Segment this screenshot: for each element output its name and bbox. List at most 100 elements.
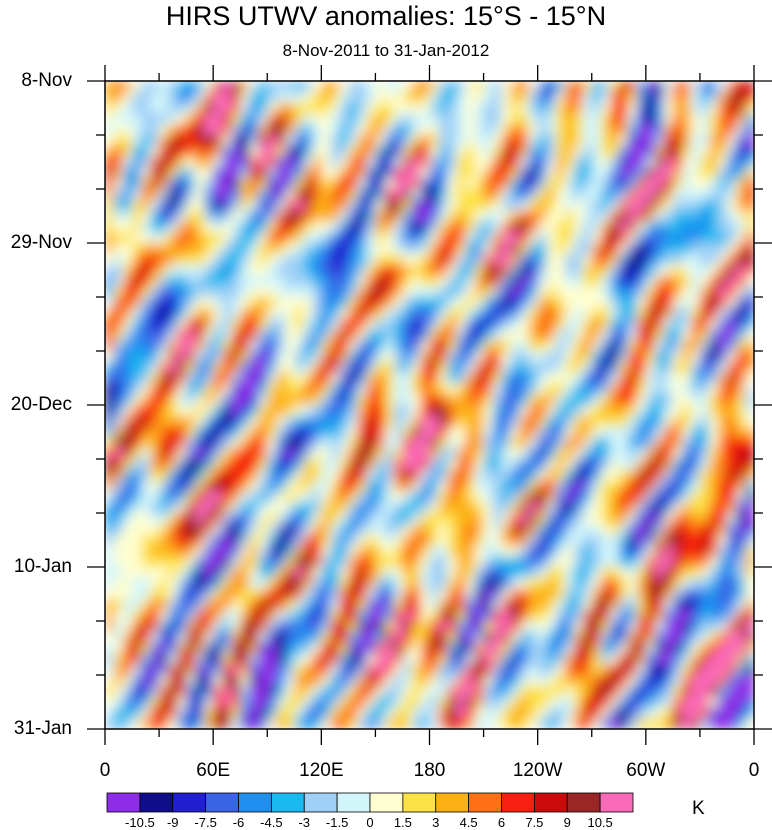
field-cell	[222, 275, 232, 287]
field-cell	[366, 307, 377, 320]
field-cell	[627, 577, 638, 590]
field-cell	[564, 718, 575, 729]
field-cell	[267, 610, 277, 622]
field-cell	[438, 469, 449, 482]
field-cell	[411, 167, 422, 179]
field-cell	[402, 621, 413, 633]
field-cell	[204, 394, 214, 406]
field-cell	[663, 405, 674, 417]
field-cell	[681, 653, 692, 665]
field-cell	[447, 91, 458, 104]
field-cell	[609, 513, 620, 525]
field-cell	[168, 405, 178, 417]
field-cell	[393, 664, 404, 676]
field-cell	[537, 707, 548, 719]
field-cell	[222, 297, 232, 309]
field-cell	[618, 232, 629, 244]
field-cell	[474, 588, 485, 600]
field-cell	[456, 491, 467, 503]
field-cell	[384, 718, 395, 729]
field-cell	[204, 588, 214, 600]
field-cell	[204, 102, 214, 114]
field-cell	[366, 426, 377, 438]
field-cell	[564, 545, 575, 557]
field-cell	[744, 448, 754, 460]
field-cell	[150, 135, 160, 147]
field-cell	[159, 361, 169, 374]
x-tick-label: 120W	[512, 760, 563, 781]
field-cell	[393, 210, 404, 222]
field-cell	[294, 199, 304, 212]
field-cell	[159, 567, 169, 579]
field-cell	[474, 707, 485, 719]
field-cell	[267, 307, 277, 320]
field-cell	[645, 178, 656, 190]
field-cell	[393, 383, 404, 395]
field-cell	[168, 588, 178, 600]
field-cell	[735, 631, 746, 644]
field-cell	[384, 459, 395, 471]
field-cell	[195, 145, 205, 158]
field-cell	[447, 372, 458, 384]
field-cell	[393, 610, 404, 622]
field-cell	[159, 556, 169, 568]
field-cell	[474, 210, 485, 222]
field-cell	[375, 361, 386, 374]
field-cell	[735, 243, 746, 255]
field-cell	[276, 145, 286, 158]
field-cell	[312, 91, 322, 104]
field-cell	[105, 297, 115, 309]
field-cell	[636, 372, 647, 384]
field-cell	[402, 394, 413, 406]
field-cell	[213, 297, 223, 309]
field-cell	[150, 459, 160, 471]
field-cell	[330, 286, 340, 298]
field-cell	[726, 513, 737, 525]
field-cell	[492, 685, 503, 698]
field-cell	[573, 653, 584, 665]
field-cell	[438, 156, 449, 168]
field-cell	[717, 426, 728, 438]
field-cell	[357, 599, 367, 611]
field-cell	[456, 459, 467, 471]
field-cell	[726, 329, 737, 341]
field-cell	[645, 415, 656, 428]
field-cell	[510, 696, 521, 708]
field-cell	[447, 81, 458, 93]
field-cell	[339, 81, 349, 93]
field-cell	[312, 696, 322, 708]
field-cell	[690, 318, 701, 330]
field-cell	[555, 286, 566, 298]
field-cell	[429, 372, 440, 384]
field-cell	[438, 415, 449, 428]
field-cell	[555, 405, 566, 417]
field-cell	[204, 189, 214, 201]
field-cell	[726, 102, 737, 114]
field-cell	[159, 599, 169, 611]
field-cell	[690, 415, 701, 428]
field-cell	[618, 577, 629, 590]
field-cell	[402, 275, 413, 287]
field-cell	[708, 178, 719, 190]
field-cell	[375, 275, 386, 287]
field-cell	[663, 329, 674, 341]
field-cell	[447, 124, 458, 136]
field-cell	[528, 448, 539, 460]
field-cell	[654, 189, 665, 201]
field-cell	[159, 405, 169, 417]
field-cell	[231, 124, 241, 136]
field-cell	[654, 707, 665, 719]
field-cell	[465, 145, 476, 158]
field-cell	[600, 383, 611, 395]
field-cell	[402, 523, 413, 536]
field-cell	[168, 264, 178, 276]
field-cell	[168, 135, 178, 147]
field-cell	[330, 361, 340, 374]
field-cell	[258, 307, 268, 320]
field-cell	[744, 426, 754, 438]
field-cell	[591, 297, 602, 309]
field-cell	[573, 621, 584, 633]
field-cell	[690, 685, 701, 698]
field-cell	[672, 653, 683, 665]
field-cell	[168, 513, 178, 525]
